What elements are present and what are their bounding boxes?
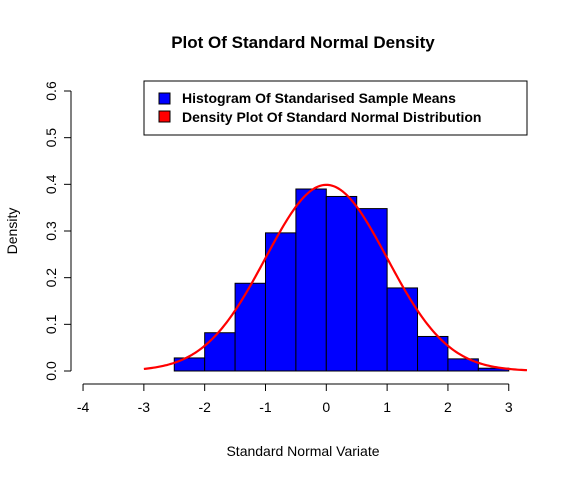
legend-box xyxy=(143,80,528,136)
histogram-bars xyxy=(173,188,510,372)
histogram-bar xyxy=(234,282,266,372)
x-tick-label: 0 xyxy=(322,399,330,415)
legend: Histogram Of Standarised Sample Means De… xyxy=(143,80,528,136)
x-tick-label: -1 xyxy=(259,399,272,415)
y-tick-label: 0.6 xyxy=(43,81,59,101)
x-axis: -4 -3 -2 -1 0 1 2 3 xyxy=(77,383,513,415)
x-tick-label: 1 xyxy=(383,399,391,415)
histogram-bar xyxy=(204,332,236,372)
histogram-bar xyxy=(356,208,388,372)
y-tick-label: 0.0 xyxy=(43,361,59,381)
histogram-bar xyxy=(325,195,358,372)
legend-label-density: Density Plot Of Standard Normal Distribu… xyxy=(182,109,481,125)
histogram-bar xyxy=(447,358,479,372)
density-curve xyxy=(143,183,528,372)
legend-swatch-density xyxy=(158,110,171,123)
legend-swatch-histogram xyxy=(158,92,171,105)
x-tick-label: 2 xyxy=(444,399,452,415)
x-tick-label: 3 xyxy=(505,399,513,415)
y-tick-label: 0.5 xyxy=(43,128,59,148)
y-tick-label: 0.4 xyxy=(43,174,59,194)
y-tick-label: 0.3 xyxy=(43,221,59,241)
y-tick-label: 0.1 xyxy=(43,314,59,334)
chart-title: Plot Of Standard Normal Density xyxy=(171,33,435,52)
y-tick-label: 0.2 xyxy=(43,268,59,288)
density-curve-group xyxy=(143,183,528,372)
y-axis: 0.0 0.1 0.2 0.3 0.4 0.5 0.6 xyxy=(43,81,72,381)
histogram-bar xyxy=(386,287,419,372)
y-axis-label: Density xyxy=(4,208,20,255)
legend-label-histogram: Histogram Of Standarised Sample Means xyxy=(182,90,456,106)
x-tick-label: -2 xyxy=(198,399,211,415)
x-tick-label: -4 xyxy=(77,399,90,415)
x-axis-label: Standard Normal Variate xyxy=(226,443,379,459)
histogram-bar xyxy=(295,188,327,372)
x-tick-label: -3 xyxy=(138,399,151,415)
histogram-bar xyxy=(264,232,297,372)
histogram-bar xyxy=(173,357,206,372)
